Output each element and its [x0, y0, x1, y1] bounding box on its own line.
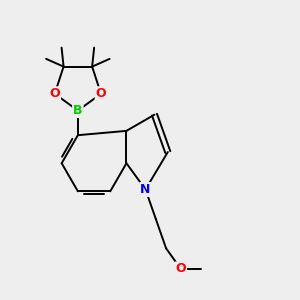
Text: N: N — [140, 183, 151, 196]
Text: O: O — [176, 262, 186, 275]
Text: O: O — [96, 87, 106, 100]
Text: O: O — [50, 87, 60, 100]
Text: B: B — [73, 104, 83, 117]
